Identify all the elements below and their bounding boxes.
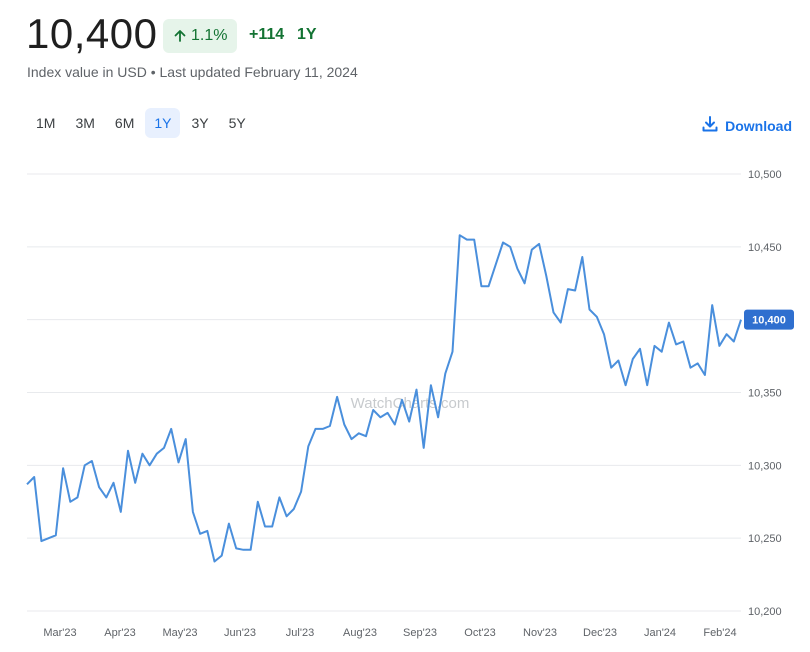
price-series-line[interactable] — [26, 234, 742, 563]
range-1y-button[interactable]: 1Y — [145, 108, 181, 138]
x-tick-label: May'23 — [162, 627, 197, 639]
absolute-change: +114 — [249, 26, 285, 43]
y-tick-label: 10,500 — [748, 169, 782, 181]
y-tick-label: 10,200 — [748, 606, 782, 618]
last-value-label: 10,400 — [744, 309, 794, 330]
price-chart: 10,200 10,250 10,300 10,350 10,400 10,450 10,5… — [26, 169, 794, 639]
range-3m-button[interactable]: 3M — [75, 115, 95, 131]
download-icon — [701, 115, 719, 136]
arrow-up-icon — [173, 29, 187, 43]
chart-grid — [27, 173, 741, 612]
range-6m-button[interactable]: 6M — [114, 115, 135, 131]
y-tick-label: 10,350 — [748, 388, 782, 400]
x-tick-label: Apr'23 — [104, 627, 135, 639]
x-tick-label: Mar'23 — [43, 627, 76, 639]
index-subtitle: Index value in USD • Last updated Februa… — [27, 64, 358, 80]
y-tick-label: 10,300 — [748, 460, 782, 472]
x-tick-label: Sep'23 — [403, 627, 437, 639]
range-selector: 1M 3M 6M 1Y 3Y 5Y — [27, 108, 255, 138]
x-tick-label: Jul'23 — [286, 627, 314, 639]
x-tick-label: Nov'23 — [523, 627, 557, 639]
percent-change-badge: 1.1% — [163, 19, 238, 53]
percent-change-text: 1.1% — [191, 27, 228, 44]
range-5y-button[interactable]: 5Y — [228, 115, 246, 131]
x-tick-label: Aug'23 — [343, 627, 377, 639]
y-tick-label: 10,450 — [748, 242, 782, 254]
range-3y-button[interactable]: 3Y — [191, 115, 209, 131]
download-label: Download — [725, 117, 792, 134]
watermark: WatchCharts.com — [351, 395, 470, 412]
y-tick-label: 10,250 — [748, 533, 782, 545]
x-tick-label: Jun'23 — [224, 627, 256, 639]
x-tick-label: Oct'23 — [464, 627, 495, 639]
range-1m-button[interactable]: 1M — [36, 115, 56, 131]
last-value-label-text: 10,400 — [752, 315, 786, 327]
index-value: 10,400 — [26, 10, 158, 57]
x-tick-label: Jan'24 — [644, 627, 676, 639]
x-axis: Mar'23 Apr'23 May'23 Jun'23 Jul'23 Aug'23 Sep'… — [43, 627, 736, 639]
x-tick-label: Dec'23 — [583, 627, 617, 639]
x-tick-label: Feb'24 — [703, 627, 736, 639]
change-period: 1Y — [297, 26, 317, 43]
last-value-label-bg — [744, 309, 794, 330]
y-axis: 10,20010,25010,30010,35010,40010,45010,5… — [748, 169, 782, 618]
download-button[interactable]: Download — [701, 115, 792, 136]
